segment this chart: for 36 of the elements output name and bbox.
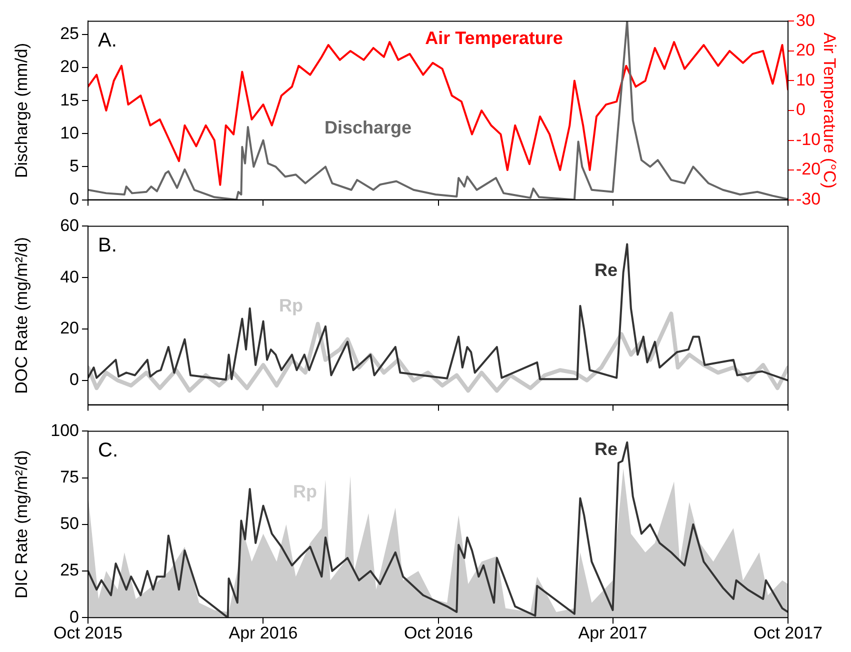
y2-axis-title: Air Temperature (°C) (820, 32, 840, 188)
series-label: Re (594, 260, 618, 280)
y-axis-title: Discharge (mm/d) (12, 42, 31, 178)
series-label: Re (594, 438, 618, 459)
y2-tick-label: -30 (796, 189, 821, 208)
y-tick-label: 10 (60, 123, 79, 142)
y2-tick-label: 0 (796, 100, 806, 120)
y-axis-title: DOC Rate (mg/m²/d) (12, 237, 31, 394)
y-tick-label: 40 (60, 267, 79, 286)
y-tick-label: 15 (60, 90, 79, 110)
y2-tick-label: -10 (796, 130, 821, 149)
annotation: A. (98, 30, 117, 52)
y-tick-label: 0 (70, 189, 79, 208)
y-tick-label: 25 (60, 560, 79, 580)
y-tick-label: 0 (70, 370, 79, 390)
x-tick-label: Apr 2017 (578, 623, 648, 642)
series-label: Air Temperature (425, 28, 563, 48)
y-tick-label: 20 (60, 57, 79, 76)
y-tick-label: 20 (60, 318, 79, 338)
series-label: Discharge (324, 117, 412, 138)
y-tick-label: 100 (50, 420, 79, 440)
x-tick-label: Oct 2017 (754, 623, 822, 642)
y-tick-label: 60 (60, 216, 79, 235)
y-tick-label: 5 (70, 156, 79, 176)
y2-tick-label: 30 (796, 10, 815, 30)
y2-tick-label: 10 (796, 70, 815, 90)
y2-tick-label: 20 (796, 40, 815, 60)
y-tick-label: 25 (60, 24, 79, 44)
x-tick-label: Oct 2016 (404, 623, 473, 642)
y-tick-label: 75 (60, 467, 79, 486)
y2-tick-label: -20 (796, 160, 821, 179)
annotation: C. (98, 440, 118, 462)
y-tick-label: 50 (60, 514, 79, 534)
x-tick-label: Apr 2016 (228, 623, 298, 642)
annotation: B. (98, 234, 117, 257)
y-axis-title: DIC Rate (mg/m²/d) (12, 450, 31, 599)
